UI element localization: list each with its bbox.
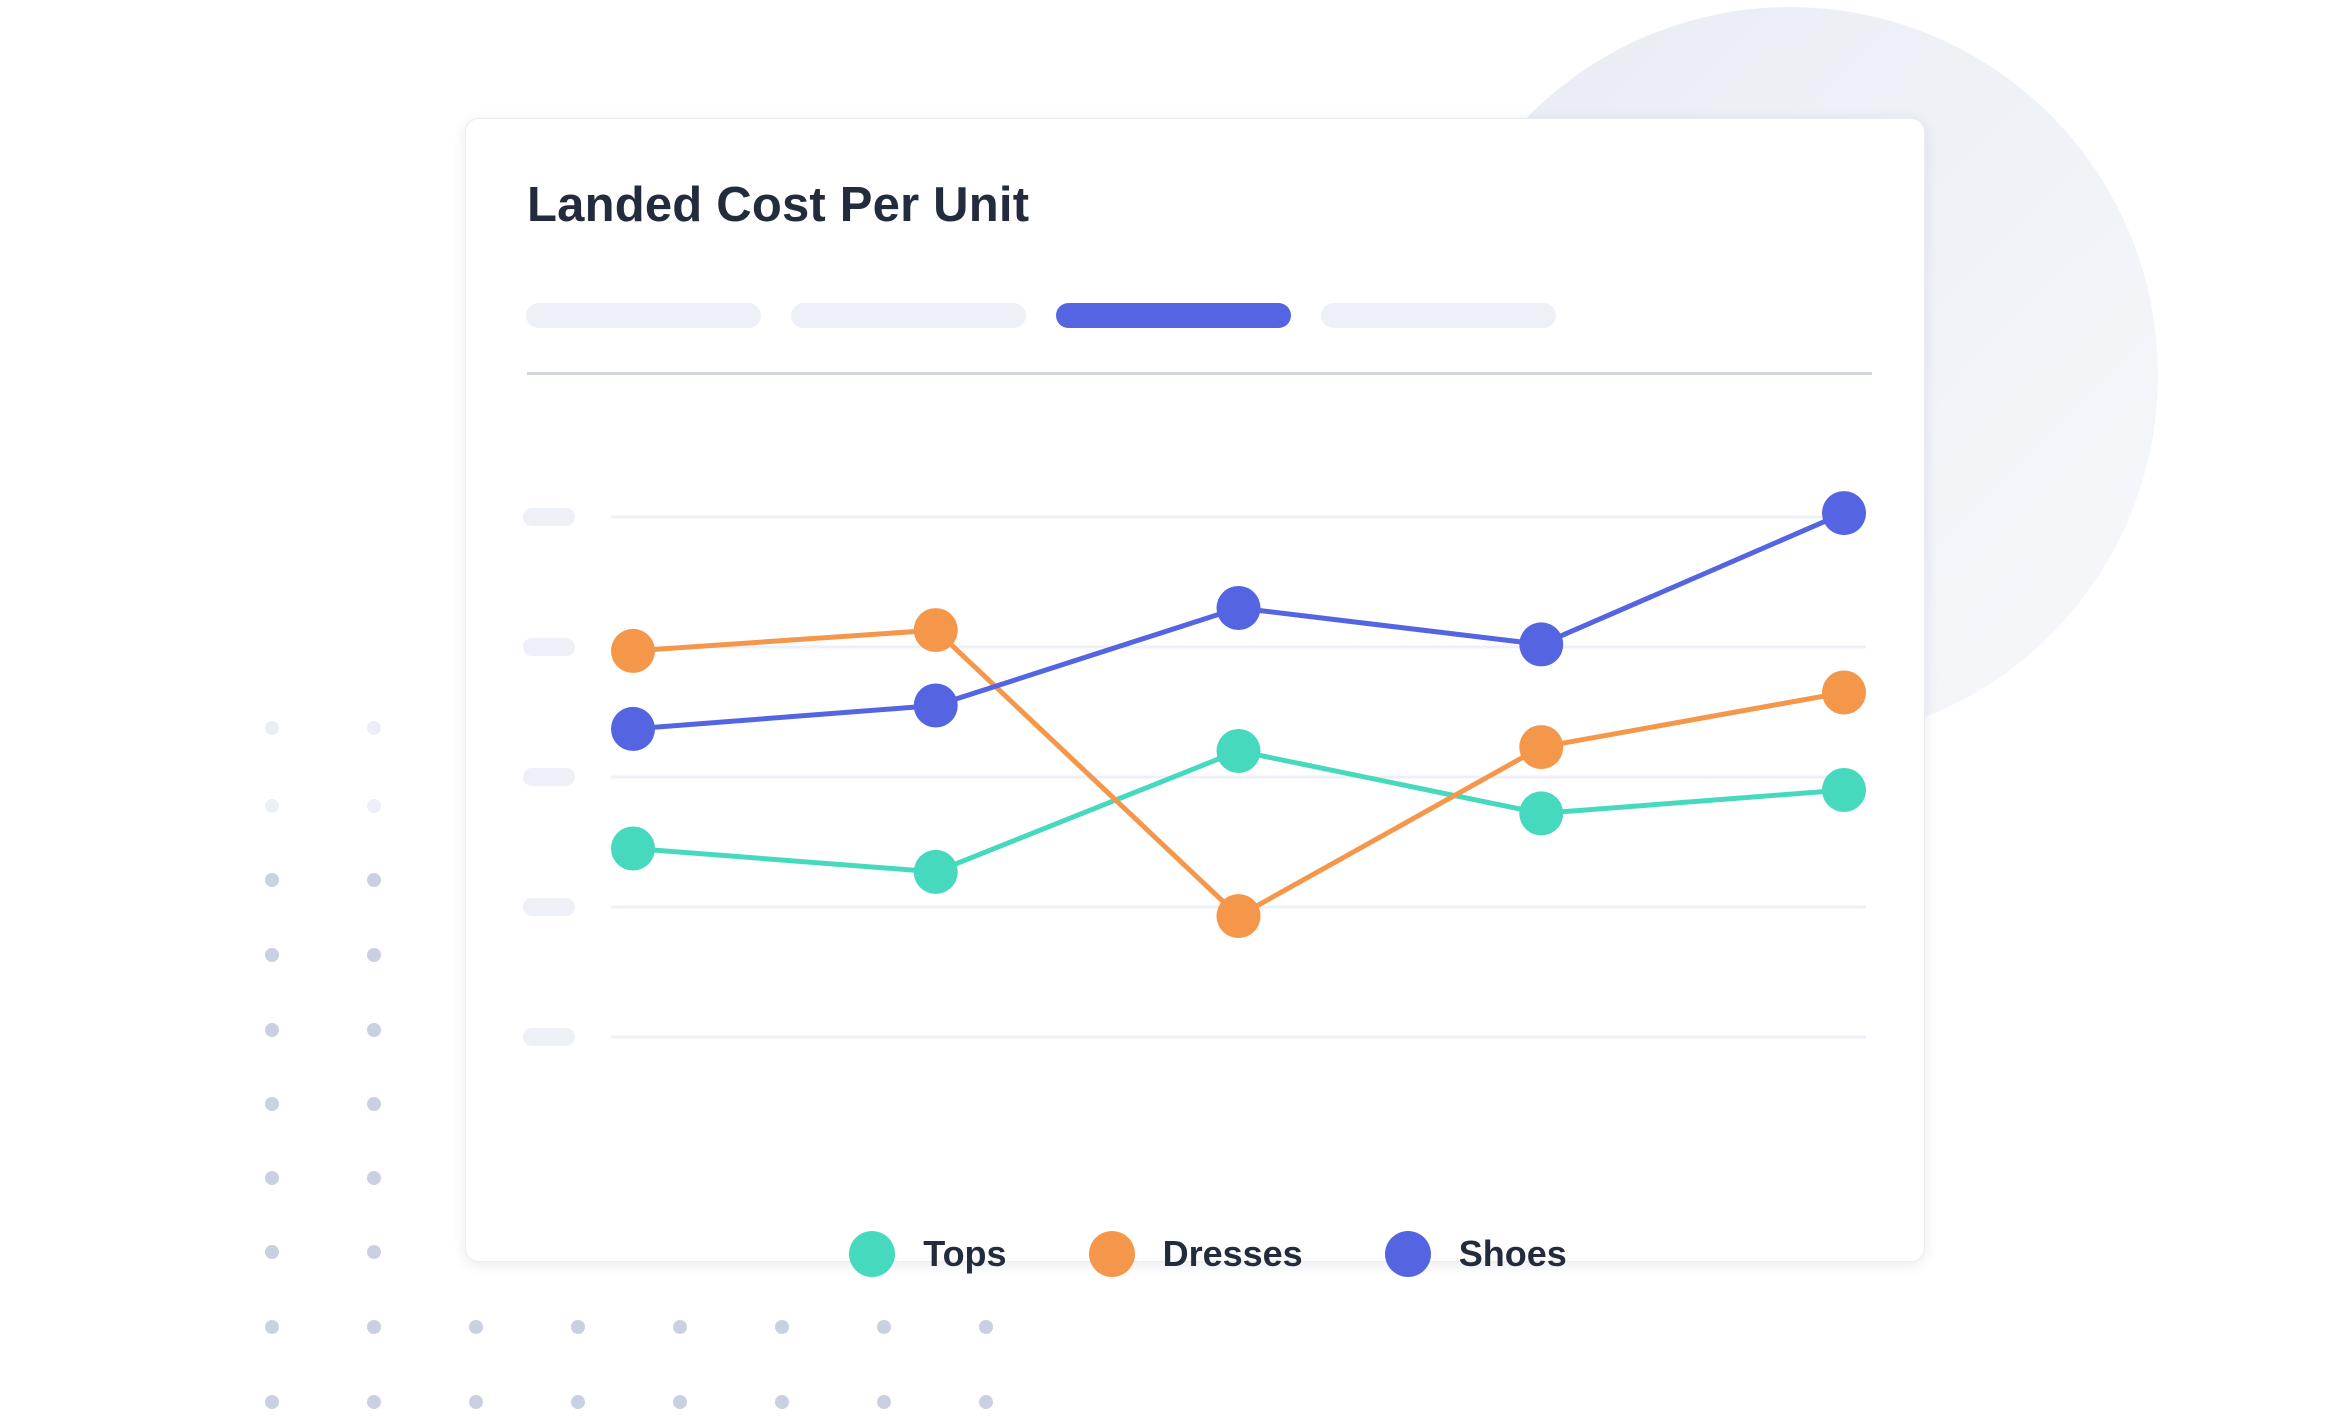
- tab-3-active[interactable]: [1056, 303, 1291, 328]
- pattern-dot: [265, 799, 279, 813]
- data-point-shoes[interactable]: [1216, 586, 1261, 630]
- series-line-dresses: [632, 627, 1845, 919]
- series-lines: [611, 491, 1866, 939]
- pattern-dot: [265, 873, 279, 887]
- pattern-dot: [265, 1395, 279, 1409]
- data-point-dresses[interactable]: [913, 608, 958, 653]
- legend-item-dresses[interactable]: Dresses: [1088, 1231, 1303, 1277]
- legend: Tops Dresses Shoes: [466, 1224, 1924, 1284]
- data-point-shoes[interactable]: [1519, 622, 1564, 667]
- y-tick-label-placeholder: [523, 508, 575, 526]
- pattern-dot: [367, 1097, 381, 1111]
- legend-marker-shoes: [1384, 1231, 1431, 1277]
- pattern-dot: [979, 1320, 993, 1334]
- pattern-dot: [265, 1245, 279, 1259]
- pattern-dot: [775, 1320, 789, 1334]
- legend-label-shoes: Shoes: [1458, 1233, 1567, 1274]
- pattern-dot: [265, 1023, 279, 1037]
- data-point-dresses[interactable]: [1822, 670, 1866, 715]
- pattern-dot: [571, 1395, 585, 1409]
- y-tick-label-placeholder: [523, 768, 575, 786]
- data-point-tops[interactable]: [913, 849, 958, 894]
- pattern-dot: [571, 1320, 585, 1334]
- y-tick-label-placeholder: [523, 638, 575, 656]
- pattern-dot: [265, 1097, 279, 1111]
- pattern-dot: [367, 948, 381, 962]
- pattern-dot: [673, 1320, 687, 1334]
- pattern-dot: [367, 721, 381, 735]
- pattern-dot: [367, 1023, 381, 1037]
- legend-marker-dresses: [1088, 1231, 1135, 1277]
- chart-title: Landed Cost Per Unit: [527, 178, 1030, 232]
- pattern-dot: [265, 948, 279, 962]
- gridlines: [523, 508, 1866, 1046]
- pattern-dot: [367, 799, 381, 813]
- pattern-dot: [877, 1395, 891, 1409]
- pattern-dot: [367, 1171, 381, 1185]
- tab-4[interactable]: [1321, 303, 1556, 328]
- data-point-shoes[interactable]: [611, 706, 655, 751]
- pattern-dot: [469, 1395, 483, 1409]
- line-chart: [523, 491, 1866, 1046]
- tab-1[interactable]: [526, 303, 761, 328]
- legend-item-shoes[interactable]: Shoes: [1384, 1231, 1567, 1277]
- data-point-tops[interactable]: [1822, 768, 1866, 812]
- pattern-dot: [673, 1395, 687, 1409]
- tab-divider: [527, 372, 1872, 375]
- pattern-dot: [367, 1395, 381, 1409]
- data-point-dresses[interactable]: [1216, 894, 1261, 939]
- pattern-dot: [265, 1171, 279, 1185]
- data-point-shoes[interactable]: [1822, 491, 1866, 536]
- data-point-dresses[interactable]: [1519, 725, 1564, 770]
- y-tick-label-placeholder: [523, 1028, 575, 1046]
- pattern-dot: [469, 1320, 483, 1334]
- legend-marker-tops: [849, 1231, 896, 1277]
- data-point-tops[interactable]: [1519, 791, 1564, 836]
- data-point-tops[interactable]: [611, 826, 655, 871]
- legend-item-tops[interactable]: Tops: [849, 1231, 1007, 1277]
- pattern-dot: [367, 1320, 381, 1334]
- data-point-shoes[interactable]: [913, 683, 958, 728]
- data-point-dresses[interactable]: [611, 628, 655, 673]
- pattern-dot: [877, 1320, 891, 1334]
- tab-2[interactable]: [791, 303, 1026, 328]
- pattern-dot: [265, 1320, 279, 1334]
- y-tick-label-placeholder: [523, 898, 575, 916]
- data-point-tops[interactable]: [1216, 729, 1261, 773]
- pattern-dot: [979, 1395, 993, 1409]
- legend-label-tops: Tops: [923, 1233, 1007, 1274]
- legend-label-dresses: Dresses: [1162, 1233, 1303, 1274]
- dot-pattern: [265, 721, 993, 1409]
- pattern-dot: [265, 721, 279, 735]
- pattern-dot: [775, 1395, 789, 1409]
- pattern-dot: [367, 1245, 381, 1259]
- pattern-dot: [367, 873, 381, 887]
- chart-card: Landed Cost Per Unit Tops Dresses Shoes: [465, 118, 1925, 1277]
